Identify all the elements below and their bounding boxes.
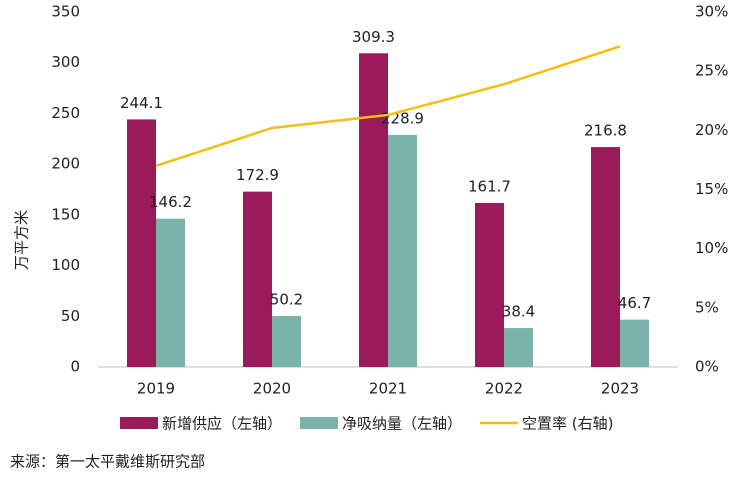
value-label: 50.2: [270, 291, 303, 309]
value-label: 172.9: [236, 166, 279, 184]
y-tick-label: 50: [61, 307, 80, 325]
bar: [127, 119, 156, 367]
bar: [504, 328, 533, 367]
legend-swatch: [120, 417, 158, 429]
y2-tick-label: 15%: [695, 180, 728, 198]
bar: [359, 53, 388, 367]
y2-tick-label: 30%: [695, 3, 728, 21]
y-tick-label: 300: [51, 53, 80, 71]
y2-tick-label: 25%: [695, 62, 728, 80]
y-tick-label: 100: [51, 256, 80, 274]
legend-swatch: [300, 417, 339, 429]
y2-tick-label: 5%: [695, 298, 719, 316]
x-tick-label: 2022: [485, 380, 523, 398]
value-label: 216.8: [584, 122, 627, 140]
y-axis-label: 万平方米: [13, 210, 31, 270]
line: [155, 45, 621, 168]
y-tick-label: 0: [70, 358, 80, 376]
y-tick-label: 150: [51, 205, 80, 223]
value-label: 244.1: [120, 94, 163, 112]
y-tick-label: 250: [51, 104, 80, 122]
value-label: 309.3: [352, 28, 395, 46]
legend-label: 净吸纳量（左轴）: [342, 415, 462, 433]
bar: [156, 218, 185, 367]
value-label: 46.7: [618, 294, 651, 312]
y2-tick-label: 20%: [695, 121, 728, 139]
bar: [243, 191, 272, 367]
value-label: 38.4: [502, 303, 535, 321]
y-tick-label: 200: [51, 155, 80, 173]
bar: [388, 134, 417, 367]
y-tick-label: 350: [51, 3, 80, 21]
x-tick-label: 2019: [137, 380, 175, 398]
x-tick-label: 2023: [601, 380, 639, 398]
legend-label: 新增供应（左轴）: [162, 415, 282, 433]
bar: [620, 319, 649, 367]
value-label: 161.7: [468, 177, 511, 195]
y2-tick-label: 10%: [695, 239, 728, 257]
bar: [591, 147, 620, 367]
x-tick-label: 2021: [369, 380, 407, 398]
x-tick-label: 2020: [253, 380, 291, 398]
value-label: 146.2: [149, 193, 192, 211]
source-note: 来源：第一太平戴维斯研究部: [10, 453, 205, 471]
bar: [272, 316, 301, 367]
legend-label: 空置率 (右轴): [522, 415, 613, 433]
bar: [475, 202, 504, 367]
y2-tick-label: 0%: [695, 358, 719, 376]
